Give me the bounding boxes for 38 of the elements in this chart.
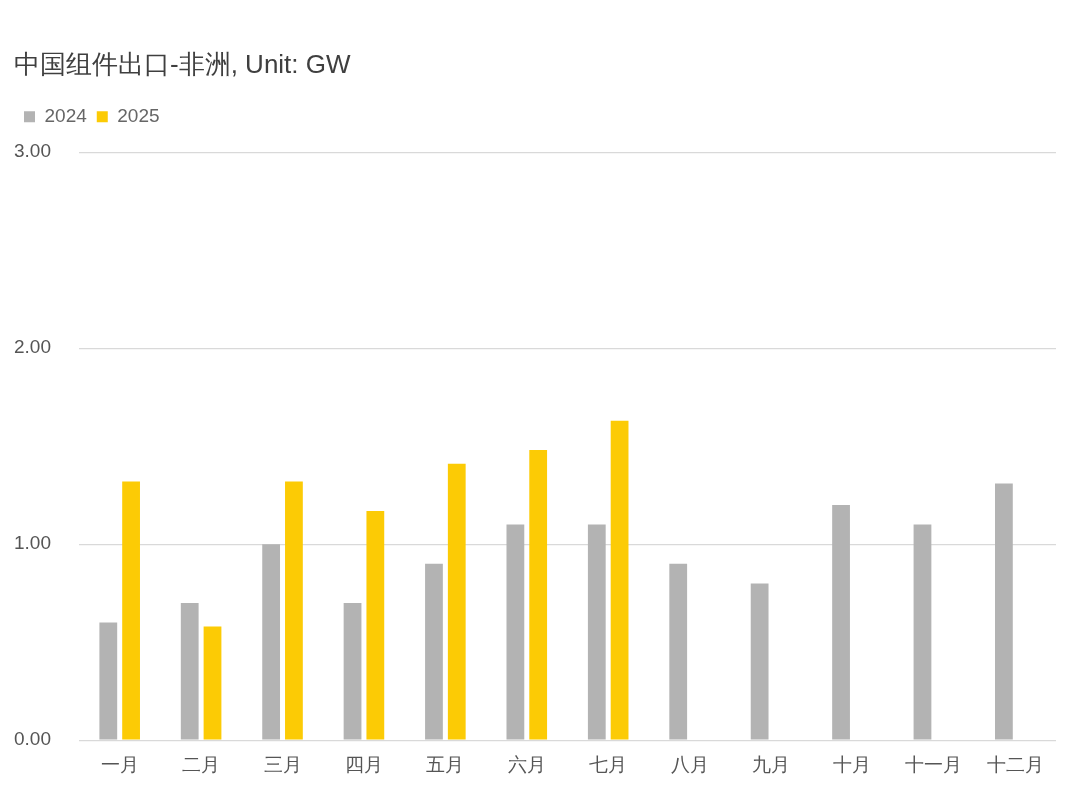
x-tick-label: 八月 [670,753,709,775]
x-tick-label: 七月 [589,753,628,775]
x-tick-label: 三月 [263,753,302,775]
bar [122,481,140,740]
y-tick-label: 1.00 [14,532,51,554]
bar [506,524,525,740]
bar [366,510,385,740]
bar [425,563,443,740]
x-tick-label: 五月 [426,753,465,775]
bar [99,622,118,740]
x-tick-label: 六月 [507,753,546,775]
bar [343,603,362,740]
x-tick-label: 九月 [752,753,791,775]
bar [203,626,222,740]
chart-title: 中国组件出口-非洲, Unit: GW [14,48,352,79]
x-tick-label: 二月 [182,753,221,775]
legend-label: 2025 [117,104,160,126]
x-tick-label: 一月 [100,753,139,775]
y-tick-label: 3.00 [14,140,51,162]
bar [587,524,606,740]
bar [669,563,688,740]
bar [750,583,769,740]
bar [285,481,303,740]
bar [610,420,629,740]
bar [180,603,199,740]
bar [995,483,1013,740]
y-tick-label: 2.00 [14,336,51,358]
x-tick-label: 十一月 [905,753,963,775]
x-tick-label: 十月 [833,753,872,775]
y-tick-label: 0.00 [14,728,51,750]
legend-label: 2024 [44,104,88,126]
bar [832,505,850,740]
bar [447,463,466,740]
x-tick-label: 十二月 [986,753,1044,775]
bar [262,544,281,740]
bar [913,524,932,740]
x-tick-label: 四月 [344,753,383,775]
bar [529,450,548,740]
